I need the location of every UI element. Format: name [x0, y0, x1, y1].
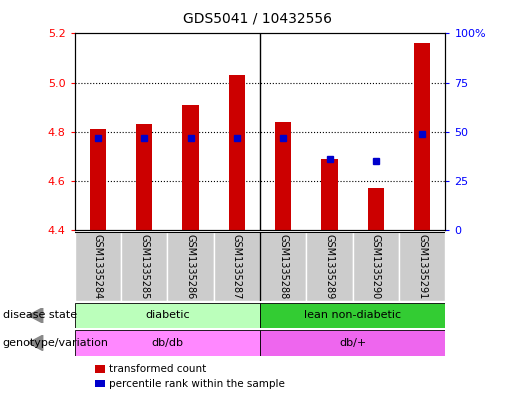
Bar — [260, 303, 445, 328]
Bar — [214, 232, 260, 301]
Bar — [275, 122, 291, 230]
Polygon shape — [28, 335, 43, 351]
Bar — [121, 232, 167, 301]
Bar — [306, 232, 353, 301]
Bar — [414, 43, 431, 230]
Bar — [353, 232, 399, 301]
Bar — [321, 159, 338, 230]
Bar — [260, 330, 445, 356]
Bar — [182, 105, 199, 230]
Text: GSM1335289: GSM1335289 — [324, 234, 335, 299]
Text: percentile rank within the sample: percentile rank within the sample — [109, 378, 285, 389]
Bar — [75, 232, 121, 301]
Bar — [90, 129, 106, 230]
Text: GSM1335288: GSM1335288 — [278, 234, 288, 299]
Text: GSM1335291: GSM1335291 — [417, 234, 427, 299]
Bar — [136, 124, 152, 230]
Text: diabetic: diabetic — [145, 310, 190, 320]
Bar — [399, 232, 445, 301]
Bar — [75, 330, 260, 356]
Text: GSM1335287: GSM1335287 — [232, 234, 242, 299]
Bar — [75, 303, 260, 328]
Text: db/db: db/db — [151, 338, 183, 348]
Bar — [167, 232, 214, 301]
Text: genotype/variation: genotype/variation — [3, 338, 109, 348]
Text: disease state: disease state — [3, 310, 77, 320]
Text: GDS5041 / 10432556: GDS5041 / 10432556 — [183, 12, 332, 26]
Text: GSM1335286: GSM1335286 — [185, 234, 196, 299]
Bar — [260, 232, 306, 301]
Bar — [368, 188, 384, 230]
Bar — [229, 75, 245, 230]
Text: lean non-diabetic: lean non-diabetic — [304, 310, 401, 320]
Text: db/+: db/+ — [339, 338, 366, 348]
Text: GSM1335285: GSM1335285 — [139, 234, 149, 299]
Text: transformed count: transformed count — [109, 364, 206, 374]
Text: GSM1335290: GSM1335290 — [371, 234, 381, 299]
Polygon shape — [28, 308, 43, 323]
Text: GSM1335284: GSM1335284 — [93, 234, 103, 299]
